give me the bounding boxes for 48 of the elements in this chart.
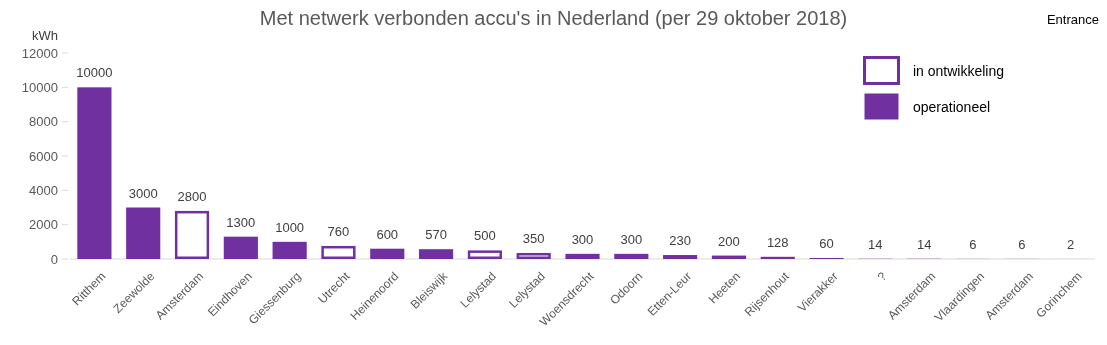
x-tick-label: ? <box>874 268 890 284</box>
y-tick-label: 12000 <box>21 45 58 61</box>
bar <box>370 248 405 259</box>
data-label: 300 <box>571 231 594 247</box>
data-label: 1300 <box>226 214 256 230</box>
y-axis-title: kWh <box>32 28 58 43</box>
bar <box>663 255 698 259</box>
data-label: 230 <box>669 233 691 249</box>
bar <box>565 253 600 259</box>
y-tick-label: 4000 <box>29 182 58 198</box>
data-label: 10000 <box>76 65 113 81</box>
bar <box>77 87 112 259</box>
data-label: 14 <box>868 236 883 252</box>
data-label: 2800 <box>177 188 207 204</box>
data-label: 6 <box>969 236 977 252</box>
bar <box>467 250 502 259</box>
data-label: 3000 <box>128 185 158 201</box>
data-label: 200 <box>718 233 740 249</box>
data-label: 600 <box>376 226 399 242</box>
bar <box>126 207 161 259</box>
data-label: 1000 <box>275 219 305 235</box>
bar <box>174 210 210 259</box>
data-label: 60 <box>819 235 834 251</box>
bar <box>223 236 258 259</box>
bar <box>760 256 795 259</box>
bar <box>321 245 356 259</box>
data-label: 350 <box>522 230 545 246</box>
legend-label: operationeel <box>913 98 991 115</box>
bar <box>272 241 307 259</box>
data-label: 500 <box>474 228 496 244</box>
data-label: 128 <box>766 234 789 250</box>
y-tick-label: 10000 <box>21 79 58 95</box>
data-label: 570 <box>425 227 447 243</box>
y-tick-label: 6000 <box>29 148 58 164</box>
data-label: 300 <box>620 231 643 247</box>
bar <box>614 253 649 259</box>
text: Entrance <box>1046 12 1099 27</box>
data-label: 2 <box>1066 236 1075 252</box>
legend-label: in ontwikkeling <box>913 62 1005 79</box>
y-tick-label: 0 <box>50 251 58 267</box>
y-tick-label: 2000 <box>29 217 58 233</box>
data-label: 6 <box>1018 236 1026 252</box>
y-tick-label: 8000 <box>29 114 58 130</box>
data-label: 760 <box>327 223 350 239</box>
data-label: 14 <box>916 236 932 252</box>
chart-title: Met netwerk verbonden accu's in Nederland (per 29 oktober 2018) <box>259 7 848 29</box>
bar <box>418 249 454 259</box>
bar <box>516 252 551 259</box>
